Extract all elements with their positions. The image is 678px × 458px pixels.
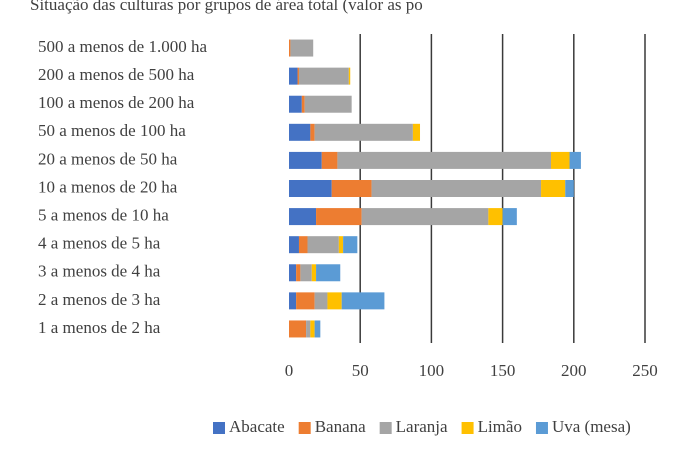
y-tick-label: 500 a menos de 1.000 ha	[38, 37, 207, 56]
bar-segment	[289, 208, 317, 226]
bar-segment	[289, 264, 297, 282]
bar-segment	[565, 180, 574, 197]
bar-segment	[343, 236, 358, 254]
bar-segment	[371, 180, 542, 197]
bar-segment	[289, 292, 297, 310]
bar-segment	[361, 208, 489, 226]
legend-label: Abacate	[229, 417, 285, 436]
bar-segment	[290, 39, 314, 57]
y-tick-label: 10 a menos de 20 ha	[38, 177, 178, 196]
bar-segment	[310, 320, 315, 338]
bar-segment	[316, 208, 362, 226]
y-tick-label: 50 a menos de 100 ha	[38, 121, 186, 140]
legend-label: Limão	[478, 417, 522, 436]
legend-label: Laranja	[396, 417, 448, 436]
bar-segment	[337, 151, 552, 169]
bar-segment	[314, 292, 328, 310]
bar-segment	[296, 264, 301, 282]
bar-segment	[412, 123, 421, 141]
x-tick-label: 250	[632, 361, 658, 380]
bar-segment	[298, 236, 308, 254]
bar-segment	[304, 95, 352, 113]
bar-segment	[307, 236, 339, 254]
bar-segment	[298, 67, 349, 85]
bar-segment	[289, 236, 299, 254]
legend-swatch	[298, 422, 311, 434]
bar-segment	[306, 320, 311, 338]
x-tick-label: 50	[352, 361, 369, 380]
bar-segment	[297, 67, 299, 85]
x-tick-label: 0	[285, 361, 294, 380]
bar-segment	[289, 67, 298, 85]
bar-segment	[314, 123, 413, 141]
legend-swatch	[379, 422, 392, 434]
y-tick-label: 1 a menos de 2 ha	[38, 318, 161, 337]
legend-swatch	[461, 422, 474, 434]
bar-segment	[488, 208, 503, 226]
y-tick-label: 3 a menos de 4 ha	[38, 262, 161, 281]
bar-segment	[289, 180, 332, 197]
y-tick-label: 4 a menos de 5 ha	[38, 234, 161, 253]
bar-segment	[301, 95, 305, 113]
bar-segment	[341, 292, 385, 310]
bar-segment	[310, 123, 315, 141]
y-tick-label: 20 a menos de 50 ha	[38, 149, 178, 168]
bar-segment	[300, 264, 312, 282]
legend-label: Uva (mesa)	[552, 417, 631, 436]
x-tick-label: 100	[419, 361, 445, 380]
bar-segment	[502, 208, 517, 226]
bar-segment	[314, 320, 321, 338]
legend-label: Banana	[315, 417, 366, 436]
x-tick-label: 150	[490, 361, 516, 380]
bar-segment	[569, 151, 581, 169]
bar-segment	[321, 151, 338, 169]
bar-segment	[348, 67, 351, 85]
bar-segment	[289, 95, 302, 113]
y-tick-label: 100 a menos de 200 ha	[38, 93, 195, 112]
bar-segment	[551, 151, 570, 169]
y-tick-label: 200 a menos de 500 ha	[38, 65, 195, 84]
y-tick-label: 5 a menos de 10 ha	[38, 205, 169, 224]
bar-segment	[289, 151, 322, 169]
x-tick-label: 200	[561, 361, 587, 380]
bar-segment	[327, 292, 342, 310]
bar-segment	[311, 264, 317, 282]
bar-segment	[316, 264, 341, 282]
y-tick-label: 2 a menos de 3 ha	[38, 290, 161, 309]
bar-segment	[289, 320, 307, 338]
bar-segment	[331, 180, 372, 197]
bar-segment	[338, 236, 344, 254]
bar-segment	[296, 292, 315, 310]
legend-swatch	[213, 422, 225, 434]
bar-segment	[289, 123, 311, 141]
legend-swatch	[535, 422, 548, 434]
bar-segment	[541, 180, 566, 197]
bar-segment	[289, 39, 291, 57]
chart-title: Situação das culturas por grupos de área…	[30, 0, 423, 14]
